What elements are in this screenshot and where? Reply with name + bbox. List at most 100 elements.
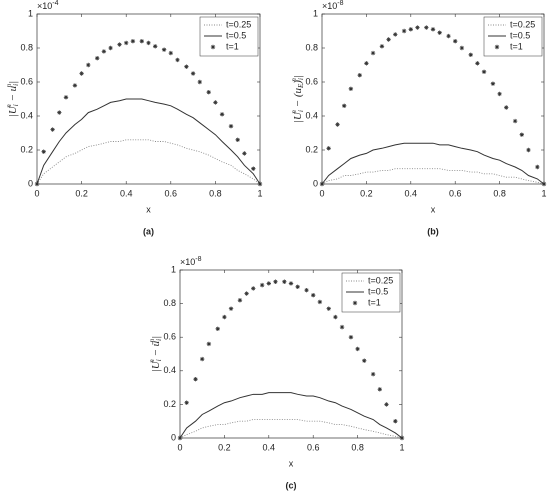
label-part: − ū [150,340,162,359]
marker [206,90,211,95]
marker [519,132,524,137]
marker [251,286,256,291]
marker [490,81,496,86]
legend-marker [210,44,216,50]
multiplier-base: ×10 [180,257,195,267]
marker [342,103,347,108]
marker [108,45,113,51]
series-line [179,419,403,439]
marker [364,61,369,66]
y-tick-label: 0.4 [163,365,176,375]
y-tick-label: 1 [313,8,318,18]
marker [79,71,84,76]
marker [259,282,265,288]
marker [161,47,167,52]
marker [512,118,518,124]
marker [535,164,540,170]
x-tick-label: 1 [257,188,262,198]
marker [453,39,458,44]
label-part: − u [7,85,19,104]
panel-label: (a) [143,226,154,236]
x-tick-label: 0.6 [449,188,462,198]
y-tick-label: 0.4 [20,110,33,120]
marker [228,124,234,129]
marker [237,298,243,303]
label-part: | [7,81,19,84]
marker [497,91,502,97]
y-tick-label: 0 [313,178,318,188]
label-sub: i [297,78,305,80]
marker [213,100,218,105]
label-sup: n [148,359,156,363]
marker [362,358,367,363]
legend-label: t=1 [226,41,239,51]
label-sub: i [155,359,163,361]
y-axis-label: |Uin − ūin| [148,336,163,372]
label-sub: i [12,84,20,86]
marker [124,40,129,46]
marker [197,79,202,85]
x-tick-label: 0.6 [165,188,178,198]
y-tick-label: 1 [171,264,176,274]
label-sup: n [5,83,13,87]
label-sub: i [297,110,305,112]
multiplier-exp: -8 [195,256,201,263]
x-tick-label: 0.8 [209,188,222,198]
x-axis-label: x [431,204,436,214]
legend-label: t=0.25 [510,19,535,29]
y-tick-label: 0.4 [305,110,318,120]
legend-label: t=1 [368,297,381,307]
x-tick-label: 0.4 [263,442,276,452]
marker [386,37,391,42]
label-part: | [292,75,304,78]
marker [326,146,331,151]
y-axis-label: |Uin − (uE)in| [290,75,305,123]
y-tick-label: 0.8 [20,42,33,52]
marker [370,50,376,56]
multiplier-base: ×10 [322,1,337,11]
marker [504,105,509,110]
marker [242,151,247,156]
multiplier-base: ×10 [37,1,52,11]
marker [377,387,382,392]
marker [459,45,465,51]
marker [415,25,420,30]
marker [206,341,212,347]
y-tick-label: 0.6 [20,76,33,86]
y-multiplier: ×10-8 [180,256,202,268]
marker [430,27,436,32]
marker [348,335,354,340]
label-part: |U [7,105,19,117]
x-tick-label: 0.8 [493,188,506,198]
marker [446,33,451,39]
marker [50,127,55,132]
x-tick-label: 0.2 [360,188,373,198]
marker [86,62,91,68]
x-tick-label: 0.6 [307,442,320,452]
marker [72,83,78,88]
marker [57,110,62,115]
label-sub: i [12,104,20,106]
axes-box [36,13,261,185]
marker [130,39,136,44]
marker [424,25,429,30]
y-tick-label: 0.8 [163,298,176,308]
axes-box [321,13,545,185]
x-tick-label: 0 [319,188,324,198]
marker [408,27,413,32]
marker [348,86,354,91]
legend-label: t=1 [510,41,523,51]
marker [63,95,69,100]
marker [200,356,205,362]
series-line [321,168,545,185]
marker [244,291,249,296]
y-multiplier: ×10-4 [37,0,59,11]
x-tick-label: 1 [541,188,546,198]
y-axis-label: |Uin − uin| [5,81,20,117]
marker [222,314,227,320]
label-sup: n [290,110,298,114]
y-tick-label: 0 [171,432,176,442]
marker [339,324,345,330]
y-tick-label: 0 [28,178,33,188]
